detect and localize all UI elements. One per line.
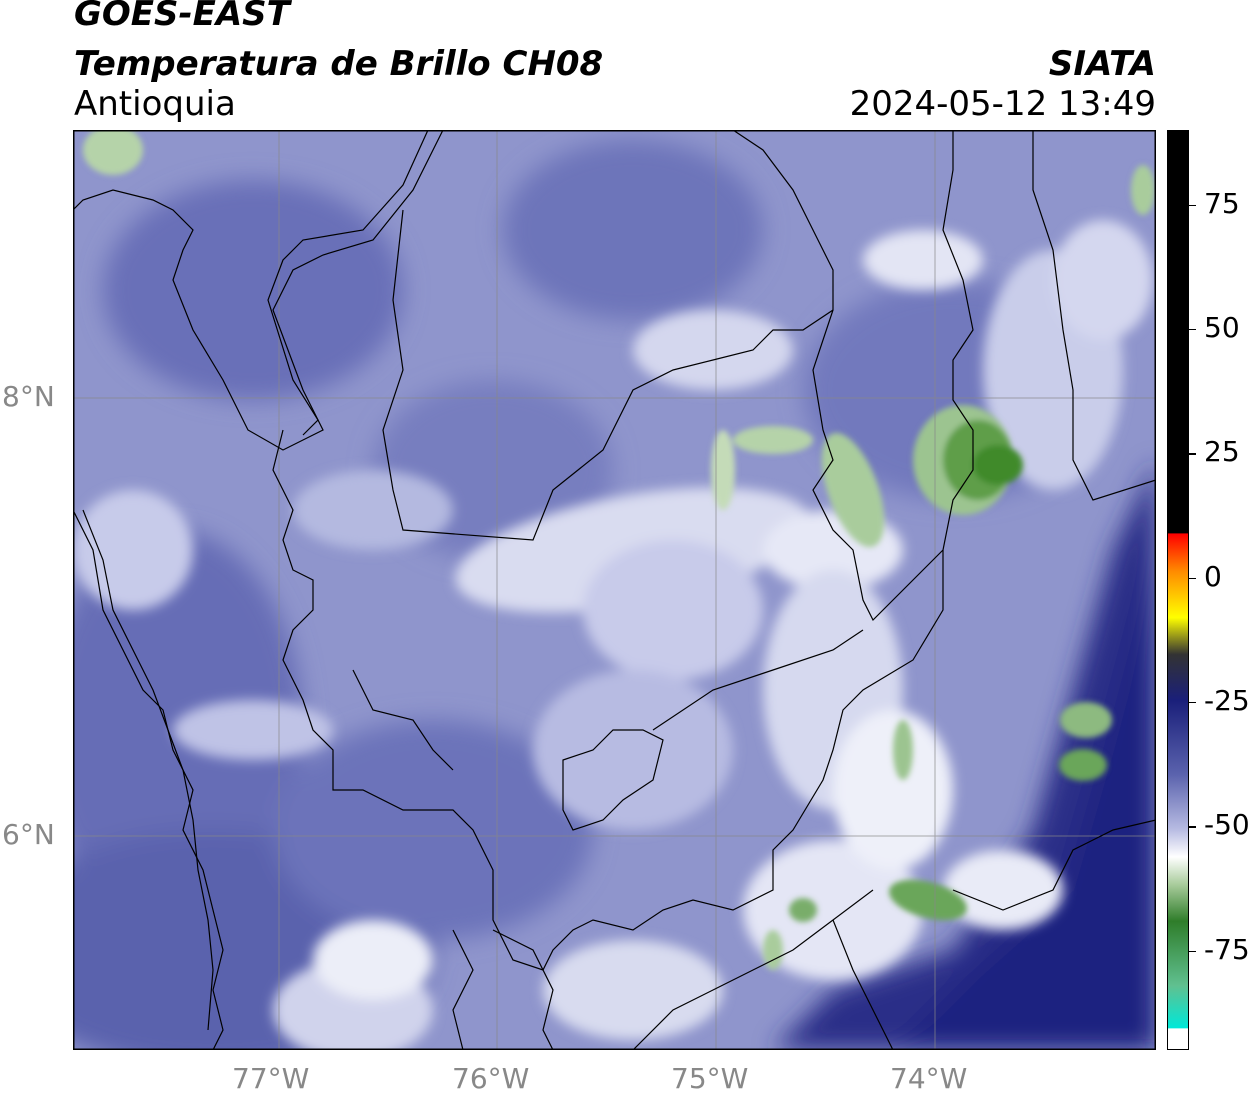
colorbar-tick-label: 50 [1204, 310, 1240, 344]
lon-tick-74w: 74°W [890, 1062, 968, 1095]
colorbar-tick-label: 25 [1204, 435, 1240, 469]
internal-border-2 [652, 629, 864, 731]
colorbar-tick-mark [1189, 701, 1196, 704]
graticule [73, 130, 1156, 1050]
lat-tick-6n: 6°N [2, 818, 55, 851]
colorbar-tick-mark [1189, 826, 1196, 828]
magdalena-border [1032, 130, 1156, 501]
caldas-border [452, 929, 474, 1050]
colorbar [1167, 130, 1189, 1050]
colorbar-gradient [1167, 130, 1189, 1050]
colorbar-tick-mark [1189, 577, 1196, 580]
south-border-2 [832, 919, 894, 1050]
colorbar-tick-label: 0 [1204, 559, 1222, 593]
datetime-title: 2024-05-12 13:49 [849, 84, 1156, 124]
colorbar-tick-label: 75 [1204, 186, 1240, 220]
choco-coast-2 [82, 509, 214, 1031]
lat-tick-8n: 8°N [2, 380, 55, 413]
lon-tick-77w: 77°W [232, 1062, 310, 1095]
dark-navy-region [773, 460, 1156, 1050]
antioquia-boundary [382, 130, 834, 541]
region-title: Antioquia [74, 84, 236, 124]
colorbar-tick-label: -50 [1204, 808, 1250, 842]
internal-border-1 [352, 669, 454, 771]
colorbar-tick-mark [1189, 204, 1196, 207]
colorbar-tick-mark [1189, 328, 1196, 331]
colorbar-tick-mark [1189, 453, 1196, 455]
map-panel [73, 130, 1156, 1050]
boundaries [73, 130, 1156, 1050]
agency-title: SIATA [1048, 44, 1156, 84]
green-spots [83, 130, 1155, 970]
satellite-title: GOES-EAST [74, 0, 290, 34]
coastline-gulf [267, 130, 429, 436]
colorbar-tick-label: -75 [1204, 932, 1250, 966]
lon-tick-75w: 75°W [671, 1062, 749, 1095]
antioquia-south [272, 429, 944, 971]
antioquia-east [812, 130, 974, 622]
medellin-metro [562, 729, 664, 831]
coastline-uraba [73, 130, 444, 451]
product-title: Temperatura de Brillo CH08 [74, 44, 604, 84]
southeast-border [952, 819, 1156, 911]
lon-tick-76w: 76°W [452, 1062, 530, 1095]
map-frame [73, 130, 1156, 1050]
brightness-temperature-map [73, 130, 1156, 1050]
colorbar-tick-label: -25 [1204, 683, 1250, 717]
risaralda-border [492, 929, 554, 1050]
colorbar-tick-mark [1189, 950, 1196, 953]
choco-coast [73, 509, 224, 1050]
